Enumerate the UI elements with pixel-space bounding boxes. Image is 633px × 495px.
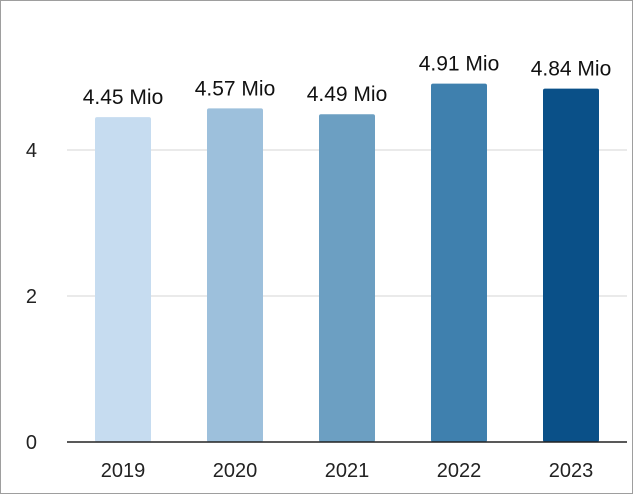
y-tick-label: 4 xyxy=(26,140,37,162)
y-tick-label: 0 xyxy=(26,432,37,454)
bar-2020 xyxy=(207,108,263,442)
bar-2022 xyxy=(431,83,487,442)
bar-2023 xyxy=(543,88,599,443)
bars xyxy=(95,83,599,443)
x-tick-label-2022: 2022 xyxy=(437,460,482,482)
data-label-2020: 4.57 Mio xyxy=(195,77,276,100)
data-labels: 4.45 Mio 4.57 Mio 4.49 Mio 4.91 Mio 4.84 Mio xyxy=(83,53,612,110)
data-label-2021: 4.49 Mio xyxy=(307,83,388,106)
x-tick-label-2023: 2023 xyxy=(549,460,594,482)
x-axis-ticks: 2019 2020 2021 2022 2023 xyxy=(101,460,594,482)
bar-2019 xyxy=(95,117,151,443)
x-tick-label-2019: 2019 xyxy=(101,460,146,482)
x-tick-label-2021: 2021 xyxy=(325,460,370,482)
data-label-2023: 4.84 Mio xyxy=(531,58,612,81)
bar-2021 xyxy=(319,114,375,442)
data-label-2022: 4.91 Mio xyxy=(419,53,500,76)
data-label-2019: 4.45 Mio xyxy=(83,86,164,109)
y-tick-label: 2 xyxy=(26,286,37,308)
y-axis-ticks: 0 2 4 xyxy=(26,140,37,454)
x-tick-label-2020: 2020 xyxy=(213,460,258,482)
